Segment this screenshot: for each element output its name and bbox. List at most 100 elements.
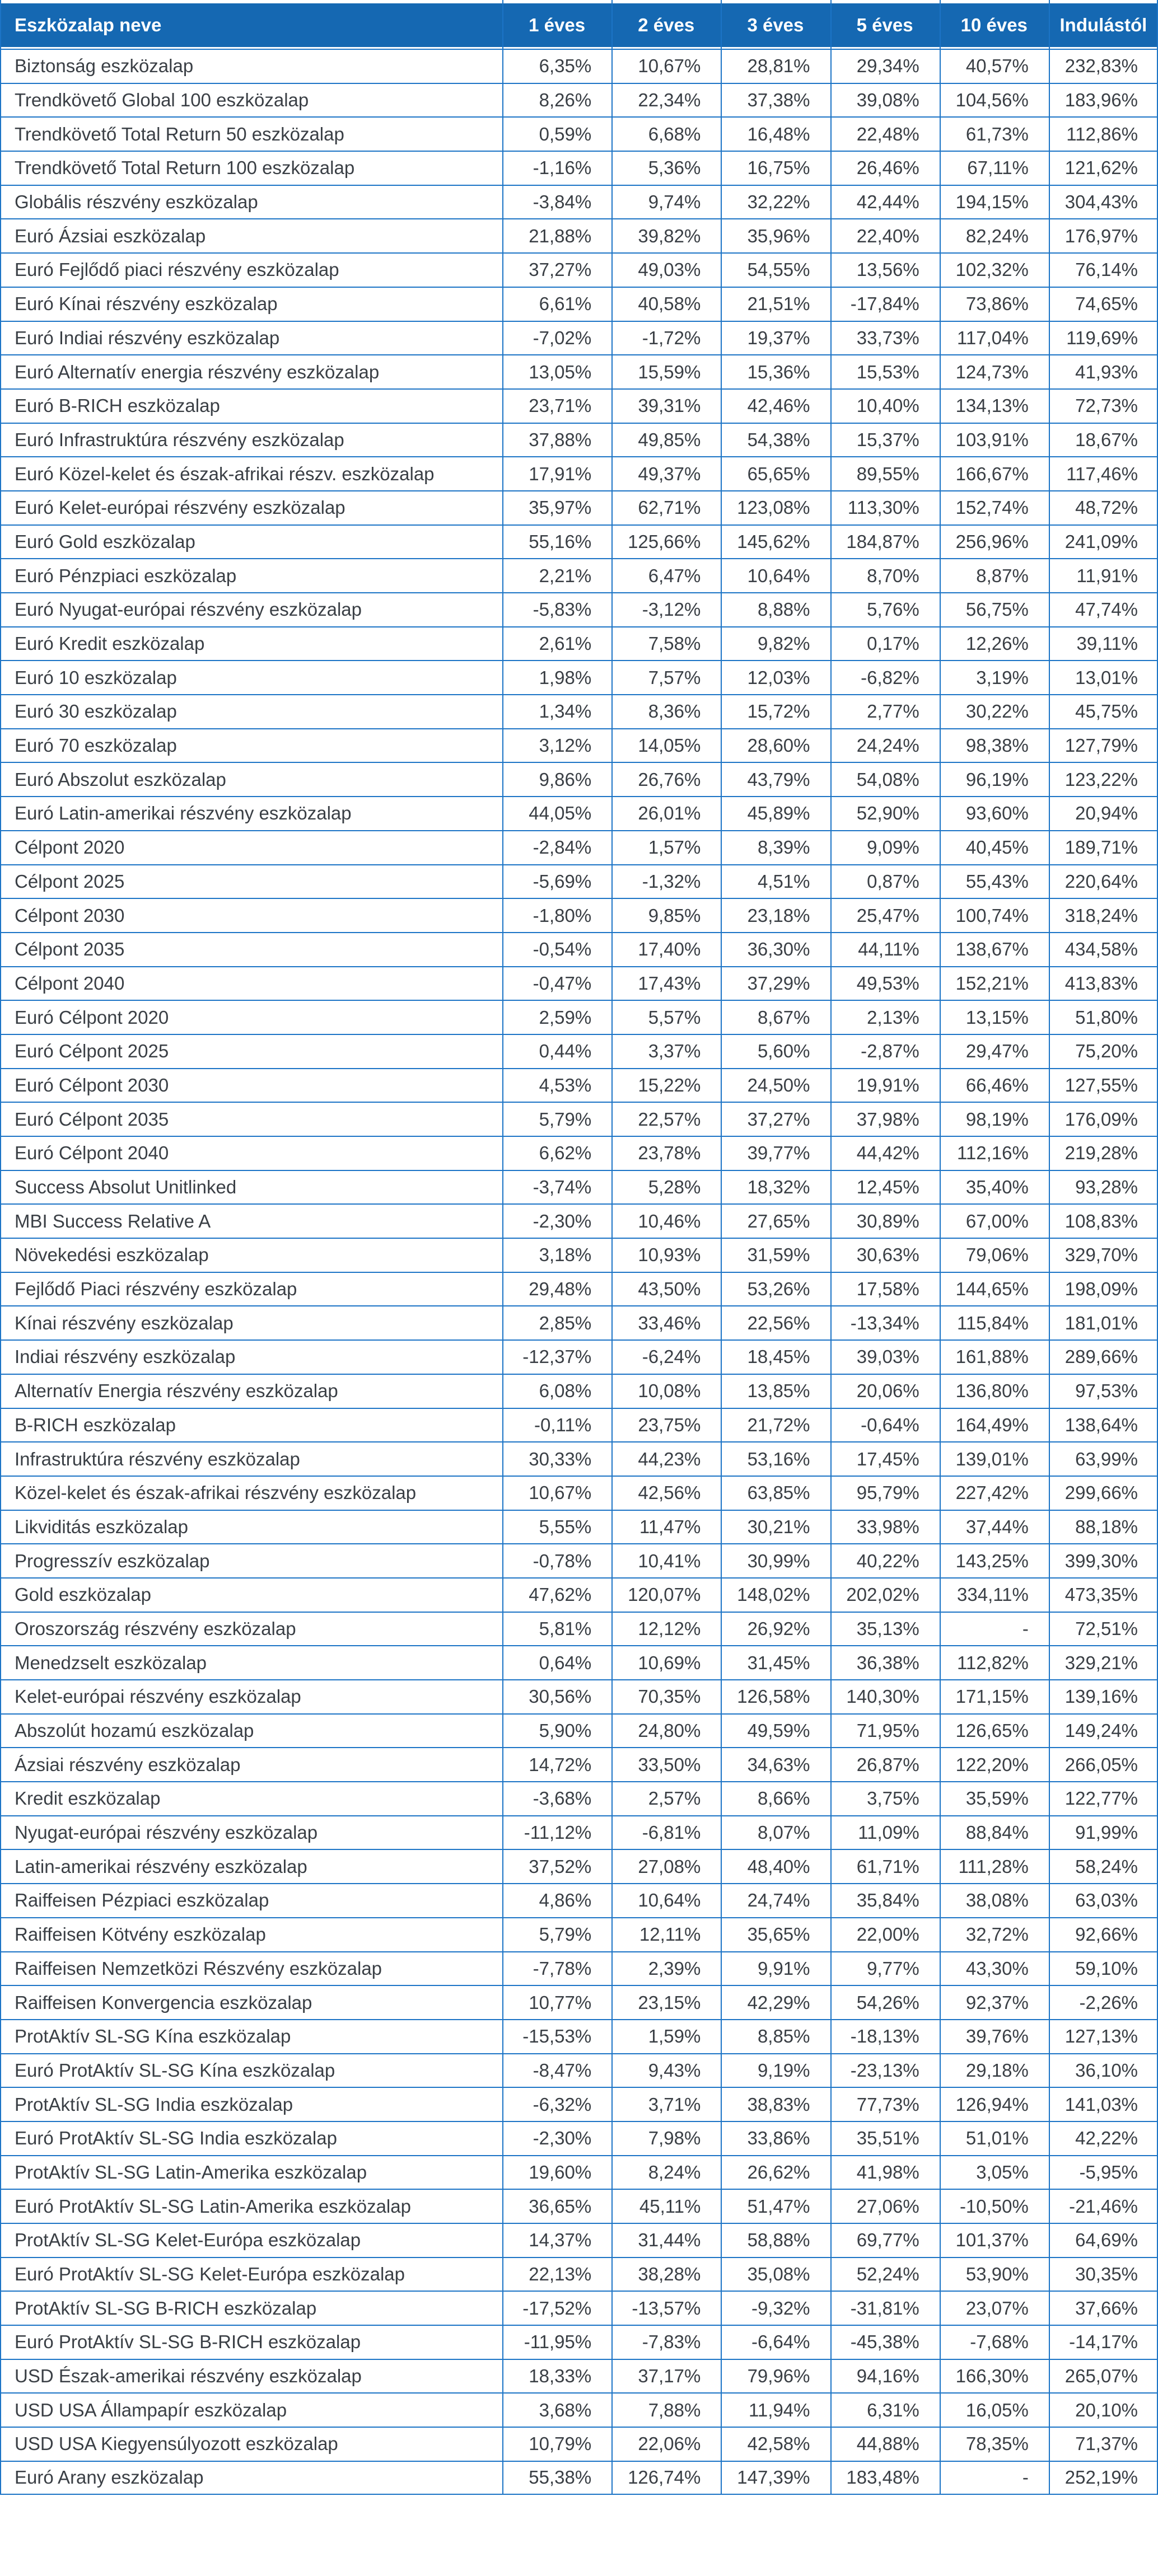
return-5y-cell: 94,16%: [856, 2366, 919, 2387]
table-row: Indiai részvény eszközalap -12,37% -6,24…: [0, 1339, 1158, 1374]
return-3y-cell: 8,66%: [757, 1788, 810, 1809]
return-inception-cell: 42,22%: [1075, 2128, 1138, 2149]
return-2y-cell: 33,46%: [638, 1312, 701, 1333]
return-5y-cell: 40,22%: [856, 1550, 919, 1571]
fund-name-cell: ProtAktív SL-SG Kína eszközalap: [15, 2026, 291, 2047]
table-row: MBI Success Relative A -2,30% 10,46% 27,…: [0, 1203, 1158, 1238]
return-3y-cell: 12,03%: [747, 667, 810, 688]
return-inception-cell: 219,28%: [1064, 1142, 1138, 1164]
return-2y-cell: 12,12%: [638, 1618, 701, 1639]
table-row: Progresszív eszközalap -0,78% 10,41% 30,…: [0, 1543, 1158, 1577]
table-row: Euró Gold eszközalap 55,16% 125,66% 145,…: [0, 524, 1158, 559]
return-1y-cell: -0,54%: [533, 939, 592, 960]
table-row: Euró Célpont 2025 0,44% 3,37% 5,60% -2,8…: [0, 1033, 1158, 1068]
return-5y-cell: 33,98%: [856, 1516, 919, 1537]
fund-name-cell: Euró Célpont 2030: [15, 1074, 169, 1095]
fund-name-cell: Euró Közel-kelet és észak-afrikai részv.…: [15, 463, 435, 484]
return-inception-cell: 289,66%: [1064, 1346, 1138, 1367]
return-3y-cell: 8,07%: [757, 1822, 810, 1843]
fund-name-cell: Euró 70 eszközalap: [15, 735, 177, 756]
return-inception-cell: -14,17%: [1069, 2331, 1138, 2353]
column-divider: [611, 0, 613, 2495]
return-5y-cell: -17,84%: [850, 293, 919, 315]
return-3y-cell: 13,85%: [747, 1380, 810, 1402]
table-row: Célpont 2030 -1,80% 9,85% 23,18% 25,47% …: [0, 898, 1158, 932]
return-1y-cell: 5,90%: [539, 1720, 592, 1741]
return-3y-cell: 5,60%: [757, 1041, 810, 1062]
return-5y-cell: 54,08%: [856, 769, 919, 790]
header-cell-3y: 3 éves: [747, 15, 804, 35]
column-divider: [940, 0, 941, 2495]
return-inception-cell: 399,30%: [1064, 1550, 1138, 1571]
return-1y-cell: 13,05%: [529, 361, 592, 382]
return-1y-cell: 29,48%: [529, 1278, 592, 1300]
return-1y-cell: -7,02%: [533, 327, 592, 348]
return-10y-cell: 12,26%: [965, 633, 1029, 654]
return-2y-cell: 8,24%: [648, 2161, 701, 2182]
return-2y-cell: 22,57%: [638, 1108, 701, 1130]
return-1y-cell: -2,84%: [533, 837, 592, 858]
return-inception-cell: 91,99%: [1075, 1822, 1138, 1843]
return-1y-cell: 1,98%: [539, 667, 592, 688]
return-1y-cell: 6,08%: [539, 1380, 592, 1402]
return-inception-cell: 473,35%: [1064, 1584, 1138, 1605]
return-3y-cell: -6,64%: [751, 2331, 810, 2353]
fund-name-cell: Likviditás eszközalap: [15, 1516, 188, 1537]
return-inception-cell: 176,97%: [1064, 225, 1138, 246]
return-1y-cell: 23,71%: [529, 395, 592, 416]
return-inception-cell: 41,93%: [1075, 361, 1138, 382]
return-10y-cell: 56,75%: [965, 599, 1029, 620]
return-10y-cell: 35,40%: [965, 1177, 1029, 1198]
return-1y-cell: -11,95%: [524, 2331, 592, 2353]
return-2y-cell: 23,78%: [638, 1142, 701, 1164]
fund-name-cell: ProtAktív SL-SG Kelet-Európa eszközalap: [15, 2230, 361, 2251]
return-2y-cell: 15,59%: [638, 361, 701, 382]
return-2y-cell: 1,57%: [648, 837, 701, 858]
return-3y-cell: -9,32%: [751, 2297, 810, 2319]
return-3y-cell: 23,18%: [747, 905, 810, 926]
table-row: Nyugat-európai részvény eszközalap -11,1…: [0, 1815, 1158, 1849]
column-divider: [502, 0, 503, 2495]
return-1y-cell: -0,78%: [533, 1550, 592, 1571]
table-row: Latin-amerikai részvény eszközalap 37,52…: [0, 1849, 1158, 1884]
return-2y-cell: 44,23%: [638, 1448, 701, 1469]
table-row: Oroszország részvény eszközalap 5,81% 12…: [0, 1611, 1158, 1646]
return-3y-cell: 148,02%: [737, 1584, 810, 1605]
fund-name-cell: Euró 30 eszközalap: [15, 701, 177, 722]
fund-name-cell: Euró Nyugat-európai részvény eszközalap: [15, 599, 362, 620]
return-3y-cell: 22,56%: [747, 1312, 810, 1333]
return-5y-cell: 2,77%: [867, 701, 919, 722]
return-10y-cell: 23,07%: [965, 2297, 1029, 2319]
return-10y-cell: 126,94%: [955, 2093, 1029, 2115]
return-1y-cell: -2,30%: [533, 2128, 592, 2149]
return-1y-cell: 10,77%: [529, 1992, 592, 2013]
return-10y-cell: 166,67%: [955, 463, 1029, 484]
return-3y-cell: 36,30%: [747, 939, 810, 960]
return-2y-cell: 39,82%: [638, 225, 701, 246]
return-inception-cell: 121,62%: [1064, 157, 1138, 179]
return-inception-cell: 45,75%: [1075, 701, 1138, 722]
return-10y-cell: 98,19%: [965, 1108, 1029, 1130]
table-row: Euró 10 eszközalap 1,98% 7,57% 12,03% -6…: [0, 660, 1158, 695]
return-1y-cell: -12,37%: [522, 1346, 592, 1367]
return-10y-cell: -7,68%: [970, 2331, 1029, 2353]
table-row: Raiffeisen Pézpiaci eszközalap 4,86% 10,…: [0, 1883, 1158, 1917]
return-2y-cell: 5,28%: [648, 1177, 701, 1198]
return-10y-cell: 61,73%: [965, 123, 1029, 144]
table-row: Euró Közel-kelet és észak-afrikai részv.…: [0, 456, 1158, 490]
fund-name-cell: Ázsiai részvény eszközalap: [15, 1754, 241, 1775]
return-10y-cell: 13,15%: [965, 1006, 1029, 1028]
return-10y-cell: 138,67%: [955, 939, 1029, 960]
return-inception-cell: 76,14%: [1075, 259, 1138, 280]
return-3y-cell: 26,62%: [747, 2161, 810, 2182]
return-5y-cell: 184,87%: [846, 531, 919, 552]
table-row: Euró Célpont 2020 2,59% 5,57% 8,67% 2,13…: [0, 1000, 1158, 1034]
return-inception-cell: 71,37%: [1075, 2433, 1138, 2455]
return-1y-cell: -2,30%: [533, 1210, 592, 1231]
return-10y-cell: 38,08%: [965, 1890, 1029, 1911]
return-5y-cell: 35,84%: [856, 1890, 919, 1911]
return-3y-cell: 32,22%: [747, 191, 810, 213]
return-5y-cell: 15,37%: [856, 429, 919, 450]
return-inception-cell: -21,46%: [1069, 2195, 1138, 2217]
return-3y-cell: 9,82%: [757, 633, 810, 654]
